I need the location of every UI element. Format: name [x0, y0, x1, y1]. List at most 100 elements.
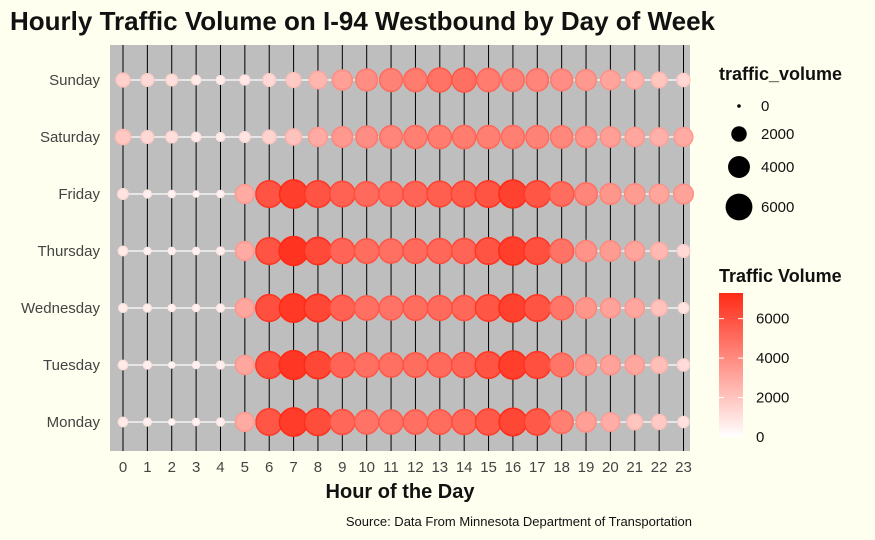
point-monday-8: [303, 407, 333, 437]
point-tuesday-16: [498, 350, 528, 380]
point-thursday-4: [215, 246, 226, 256]
point-thursday-16: [498, 236, 528, 266]
point-wednesday-4: [215, 303, 226, 313]
point-wednesday-15: [474, 294, 503, 322]
point-monday-14: [450, 408, 478, 436]
point-friday-14: [450, 180, 478, 208]
point-wednesday-14: [450, 294, 478, 322]
x-tick-0: 0: [119, 459, 127, 476]
point-tuesday-10: [353, 352, 380, 378]
x-tick-3: 3: [192, 459, 200, 476]
point-monday-3: [191, 417, 201, 427]
point-saturday-6: [261, 129, 277, 145]
point-thursday-13: [426, 237, 454, 265]
x-tick-21: 21: [626, 459, 643, 476]
x-tick-10: 10: [358, 459, 375, 476]
point-friday-11: [377, 180, 405, 208]
point-friday-15: [474, 179, 503, 209]
point-monday-0: [117, 416, 129, 428]
y-tick-friday: Friday: [58, 186, 100, 203]
point-friday-23: [672, 183, 695, 205]
point-sunday-19: [575, 68, 598, 92]
color-legend: 0 2000 4000 6000: [719, 293, 789, 446]
point-friday-22: [648, 183, 670, 205]
x-tick-7: 7: [289, 459, 297, 476]
point-tuesday-3: [191, 360, 201, 370]
point-saturday-21: [624, 126, 646, 148]
point-sunday-15: [476, 67, 501, 93]
x-tick-18: 18: [553, 459, 570, 476]
point-sunday-22: [650, 71, 668, 89]
point-sunday-7: [285, 71, 302, 89]
point-tuesday-4: [215, 360, 226, 370]
point-sunday-2: [165, 73, 179, 87]
point-wednesday-18: [549, 295, 575, 321]
point-wednesday-20: [599, 297, 621, 319]
x-tick-5: 5: [241, 459, 249, 476]
point-monday-6: [255, 408, 284, 436]
y-tick-monday: Monday: [47, 414, 101, 431]
point-saturday-14: [451, 124, 477, 150]
point-thursday-17: [523, 236, 552, 266]
point-sunday-8: [308, 70, 328, 90]
point-wednesday-19: [574, 296, 598, 320]
point-saturday-15: [476, 124, 501, 150]
point-wednesday-17: [523, 293, 552, 323]
point-friday-20: [599, 182, 622, 206]
point-sunday-13: [427, 67, 453, 93]
point-friday-21: [623, 183, 646, 205]
point-friday-4: [216, 189, 225, 199]
color-legend-label-0: 0: [756, 429, 764, 446]
size-legend-key-6000: [725, 193, 753, 221]
point-wednesday-16: [498, 293, 528, 323]
point-thursday-12: [402, 237, 429, 265]
point-thursday-21: [624, 240, 646, 262]
x-tick-23: 23: [675, 459, 692, 476]
point-saturday-17: [525, 124, 550, 150]
x-tick-1: 1: [143, 459, 151, 476]
point-tuesday-19: [574, 353, 598, 377]
point-monday-21: [626, 413, 644, 431]
size-legend-label-2000: 2000: [761, 126, 794, 143]
x-tick-labels: 0 1 2 3 4 5 6 7 8 9 10 11 12 13 14 15 16 17 18 19 20 21 22 23: [119, 459, 692, 476]
y-tick-labels: Sunday Saturday Friday Thursday Wednesday Tue…: [21, 72, 100, 431]
y-tick-wednesday: Wednesday: [21, 300, 100, 317]
point-monday-11: [378, 409, 404, 435]
point-thursday-23: [676, 244, 691, 258]
point-thursday-18: [548, 238, 575, 264]
point-friday-12: [402, 180, 429, 208]
point-monday-23: [677, 415, 690, 429]
x-tick-14: 14: [456, 459, 473, 476]
point-monday-20: [600, 412, 621, 432]
point-saturday-1: [140, 130, 155, 144]
point-sunday-23: [676, 72, 691, 88]
x-tick-20: 20: [602, 459, 619, 476]
point-sunday-16: [500, 67, 526, 93]
point-wednesday-0: [118, 303, 128, 313]
point-tuesday-8: [303, 350, 333, 380]
x-tick-2: 2: [168, 459, 176, 476]
point-saturday-19: [574, 125, 598, 149]
point-saturday-13: [427, 124, 453, 150]
size-legend-label-4000: 4000: [761, 159, 794, 176]
x-tick-12: 12: [407, 459, 424, 476]
size-legend-key-0: [737, 104, 741, 108]
point-tuesday-1: [142, 360, 152, 370]
y-tick-saturday: Saturday: [40, 129, 101, 146]
x-tick-22: 22: [651, 459, 668, 476]
point-monday-12: [402, 409, 429, 435]
x-tick-16: 16: [505, 459, 522, 476]
size-legend-label-0: 0: [761, 98, 769, 115]
point-saturday-8: [307, 126, 329, 148]
point-wednesday-11: [378, 295, 404, 321]
point-saturday-22: [649, 127, 669, 147]
point-friday-17: [523, 180, 552, 208]
point-monday-9: [329, 408, 356, 436]
point-friday-6: [255, 179, 284, 209]
point-tuesday-14: [450, 351, 478, 379]
point-saturday-9: [331, 125, 354, 149]
x-tick-11: 11: [383, 459, 399, 476]
point-tuesday-18: [549, 352, 575, 378]
point-saturday-23: [673, 126, 694, 148]
point-tuesday-9: [328, 351, 356, 379]
